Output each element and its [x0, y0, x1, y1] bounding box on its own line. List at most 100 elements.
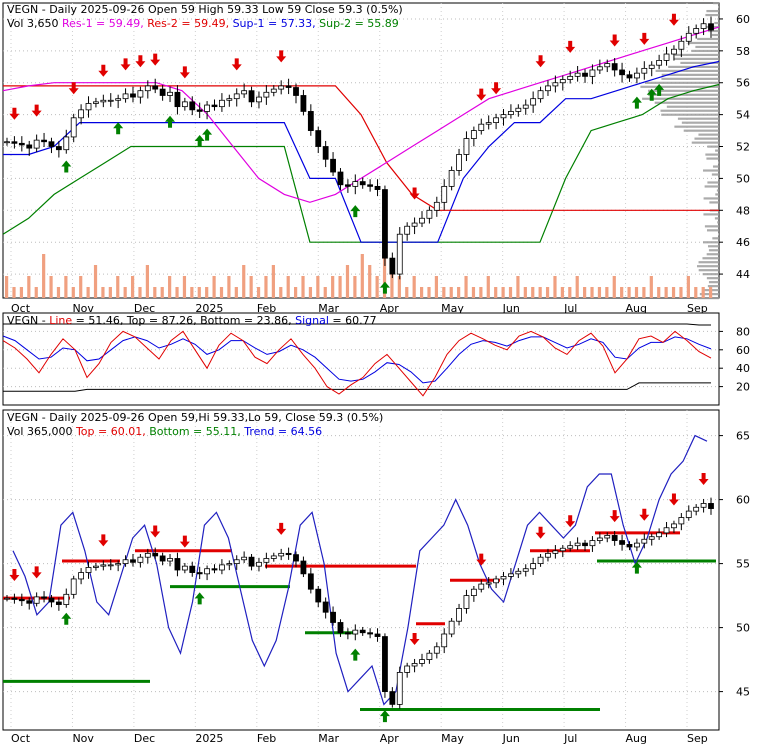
- volume-bar: [153, 287, 157, 298]
- x-tick-label: 2025: [195, 732, 223, 745]
- buy-arrow: [654, 83, 665, 96]
- price-header-part-3: Sup-1 = 57.33,: [229, 17, 316, 30]
- trend-x-ticks: Oct Nov Dec 2025 Feb Mar Apr May Jun Jul Aug Sep: [11, 732, 708, 745]
- volume-profile-bar: [695, 45, 719, 49]
- volume-profile-bar: [661, 73, 719, 76]
- volume-bar: [345, 265, 350, 298]
- buy-arrow: [646, 88, 657, 101]
- volume-profile-bar: [711, 33, 719, 37]
- price-candle-body: [641, 67, 648, 74]
- volume-profile-bar: [705, 13, 719, 17]
- volume-bar: [494, 287, 498, 298]
- price-candle-body: [456, 154, 462, 171]
- trend-candle-body: [685, 510, 692, 518]
- volume-bar: [12, 287, 16, 298]
- x-tick-label: Mar: [318, 302, 339, 315]
- price-header-part-4: Sup-2 = 55.89: [316, 17, 399, 30]
- y-tick-label: 60: [736, 13, 750, 26]
- trend-candle-body: [33, 596, 40, 604]
- oscillator-header: VEGN - Line = 51.46, Top = 87.26, Bottom…: [7, 314, 377, 327]
- price-candle-body: [144, 85, 151, 92]
- volume-profile-bar: [655, 69, 719, 72]
- volume-bar: [412, 276, 416, 298]
- trend-candle-body: [656, 532, 663, 538]
- price-candle-body: [233, 93, 240, 100]
- trend-candle-body: [115, 563, 122, 566]
- oscillator-panel: 20 40 60 80 VEGN - Line = 51.46, Top = 87.2…: [2, 312, 750, 406]
- volume-profile-bar: [698, 269, 719, 272]
- volume-profile-bar: [706, 157, 719, 160]
- volume-bar: [612, 276, 616, 298]
- trend-candle-body: [152, 552, 159, 557]
- trend-candle-body: [426, 652, 433, 661]
- price-header-line1: VEGN - Daily 2025-09-26 Open 59 High 59.…: [7, 3, 403, 16]
- volume-profile-bar: [697, 265, 719, 268]
- volume-profile-bar: [712, 237, 719, 240]
- sell-arrow: [179, 535, 190, 548]
- sell-arrow: [476, 88, 487, 101]
- volume-bar: [212, 276, 216, 298]
- oscillator-header-part-2: = 51.46, Top = 87.26, Bottom = 23.86,: [72, 314, 292, 327]
- volume-bar: [286, 276, 290, 298]
- price-candle-body: [293, 87, 299, 96]
- volume-bar: [560, 287, 564, 298]
- oscillator-header-part-3: Signal: [292, 314, 329, 327]
- y-tick-label: 45: [736, 686, 750, 699]
- price-candle-body: [522, 104, 529, 109]
- volume-bar: [590, 287, 594, 298]
- price-candle-body: [463, 138, 470, 155]
- trend-candle-body: [678, 517, 685, 525]
- volume-bar: [205, 287, 209, 298]
- x-tick-label: May: [441, 302, 464, 315]
- price-candle-body: [4, 141, 10, 144]
- sell-arrow: [150, 53, 161, 66]
- trend-candle-body: [537, 556, 544, 565]
- x-tick-label: Mar: [318, 732, 339, 745]
- price-candles: [4, 16, 714, 280]
- y-tick-label: 65: [736, 430, 750, 443]
- volume-profile-bar: [706, 9, 719, 13]
- trend-candle-body: [611, 535, 618, 541]
- volume-bar: [531, 287, 535, 298]
- price-candle-body: [159, 88, 166, 96]
- price-x-ticks: Oct Nov Dec 2025 Feb Mar Apr May Jun Jul Aug Sep: [11, 302, 708, 315]
- trend-y-ticks: 45 50 55 60 65: [736, 430, 750, 699]
- price-candle-body: [389, 257, 396, 275]
- price-candle-body: [559, 79, 566, 84]
- volume-profile-bar: [708, 29, 719, 33]
- volume-bar: [301, 276, 305, 298]
- price-candle-body: [189, 101, 196, 111]
- price-panel: 44 46 48 50 52 54 56 58 60 Oct Nov Dec 2025 Feb Mar Ap…: [2, 0, 750, 315]
- trend-candle-body: [530, 563, 537, 570]
- trend-arrows: [9, 472, 709, 723]
- sell-arrow: [698, 472, 709, 485]
- trend-candle-body: [493, 578, 499, 584]
- trend-grid: [3, 410, 723, 730]
- volume-profile-bar: [697, 297, 719, 300]
- price-candle-body: [167, 91, 173, 96]
- sell-arrow: [31, 104, 42, 117]
- trend-candle-body: [567, 545, 574, 549]
- x-tick-label: Jun: [502, 302, 520, 315]
- volume-bar: [227, 276, 231, 298]
- volume-bar: [657, 287, 661, 298]
- volume-bar: [538, 287, 542, 298]
- price-candle-body: [404, 225, 411, 235]
- price-candle-body: [611, 63, 618, 71]
- volume-bar: [27, 276, 31, 298]
- volume-profile-bar: [707, 181, 719, 184]
- trend-candle-body: [552, 550, 559, 554]
- trend-candle-body: [189, 565, 196, 573]
- price-header-part-1: Res-1 = 59.49,: [58, 17, 143, 30]
- volume-bar: [123, 287, 127, 298]
- sell-arrow: [639, 508, 650, 521]
- price-candle-body: [204, 104, 210, 112]
- volume-profile-bar: [714, 21, 719, 25]
- price-candle-body: [574, 72, 581, 77]
- y-tick-label: 48: [736, 204, 750, 217]
- buy-arrow: [350, 205, 361, 218]
- price-candle-body: [685, 32, 692, 42]
- volume-bar: [486, 276, 490, 298]
- trend-candle-body: [122, 559, 129, 565]
- volume-bar: [442, 287, 446, 298]
